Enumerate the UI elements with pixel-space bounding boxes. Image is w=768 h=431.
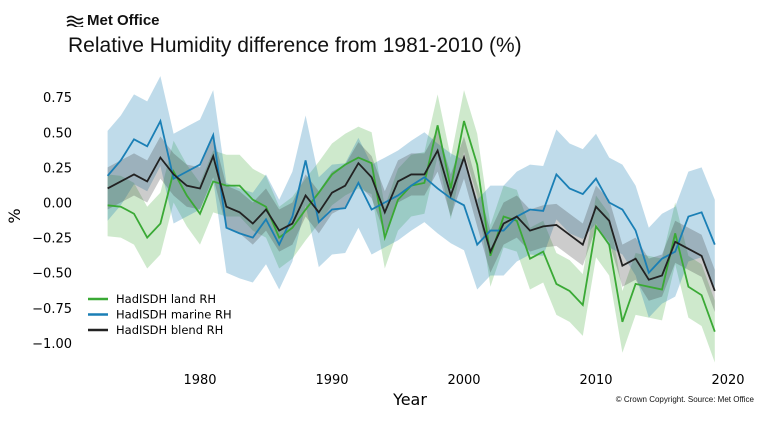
uncertainty-band-blend (107, 129, 715, 313)
legend-label: HadISDH land RH (116, 292, 216, 306)
legend-label: HadISDH marine RH (116, 308, 232, 322)
x-tick-label: 2020 (711, 373, 744, 388)
y-tick-label: 0.00 (43, 197, 72, 212)
y-axis-label: % (5, 208, 24, 223)
y-tick-label: −0.25 (32, 232, 72, 247)
y-tick-label: −0.75 (32, 302, 72, 317)
met-office-logo-icon (66, 15, 84, 27)
y-tick-label: 0.75 (43, 91, 72, 106)
y-tick-label: 0.25 (43, 161, 72, 176)
met-office-logo: Met Office (66, 12, 160, 29)
logo-text: Met Office (87, 12, 160, 29)
x-tick-label: 1980 (183, 373, 216, 388)
uncertainty-band-marine (107, 76, 715, 318)
x-tick-label: 2000 (447, 373, 480, 388)
y-tick-label: 0.50 (43, 126, 72, 141)
x-axis-label: Year (392, 390, 427, 409)
series-line-marine (106, 118, 716, 275)
y-tick-label: −1.00 (32, 337, 72, 352)
y-tick-label: −0.50 (32, 267, 72, 282)
chart-title: Relative Humidity difference from 1981-2… (68, 34, 522, 57)
series-line-blend (107, 148, 716, 292)
x-tick-label: 2010 (579, 373, 612, 388)
uncertainty-band-land (107, 90, 715, 363)
x-tick-label: 1990 (315, 373, 348, 388)
copyright-credit: © Crown Copyright. Source: Met Office (615, 395, 754, 404)
legend-label: HadISDH blend RH (116, 323, 223, 337)
